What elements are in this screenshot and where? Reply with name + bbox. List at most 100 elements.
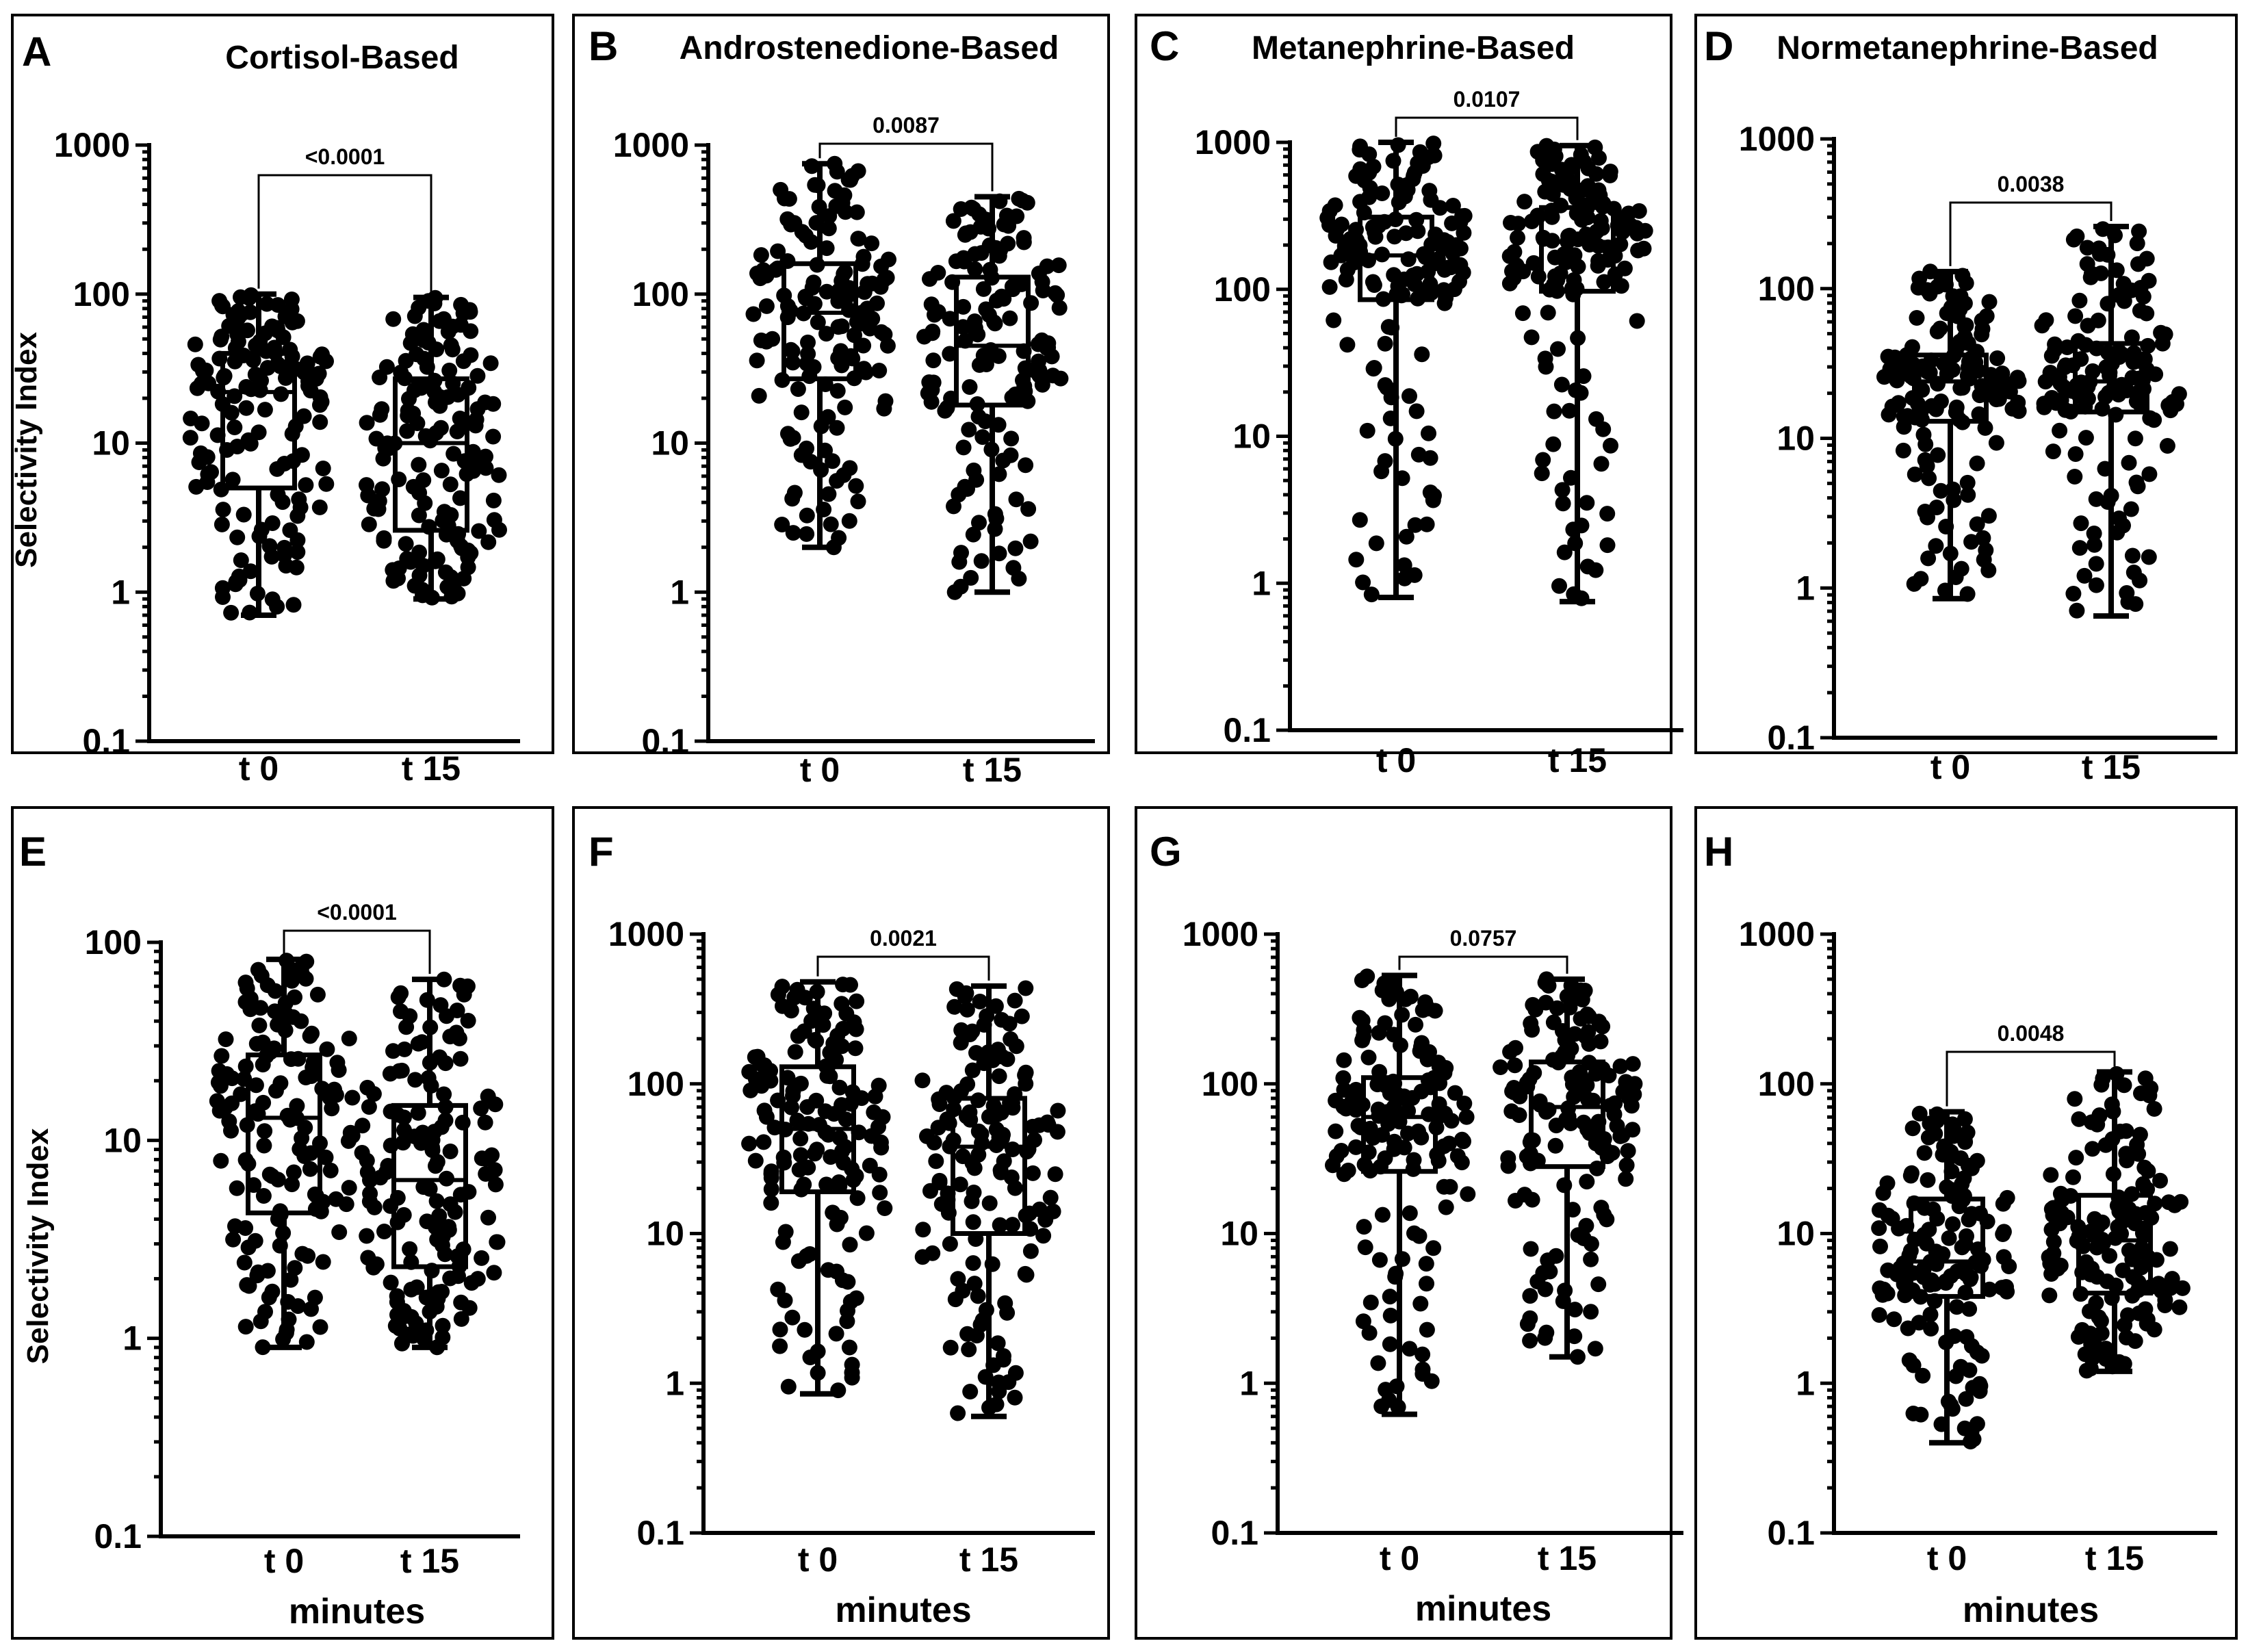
panel-title: Metanephrine-Based bbox=[1252, 30, 1575, 66]
data-point bbox=[2065, 1169, 2081, 1185]
data-point bbox=[850, 163, 866, 179]
data-point bbox=[749, 1048, 766, 1065]
y-tick-label: 100 bbox=[1758, 270, 1815, 308]
x-category-label: t 0 bbox=[1927, 1539, 1967, 1577]
data-point bbox=[1880, 1262, 1896, 1278]
data-point bbox=[1398, 528, 1414, 545]
box-0 bbox=[741, 977, 893, 1399]
data-point bbox=[1360, 1049, 1377, 1066]
data-point bbox=[763, 1163, 779, 1180]
data-point bbox=[1327, 197, 1343, 214]
data-point bbox=[1618, 1171, 1634, 1187]
data-point bbox=[2137, 1070, 2154, 1087]
data-point bbox=[1328, 1123, 1344, 1139]
data-point bbox=[1958, 1391, 1974, 1407]
data-point bbox=[1410, 446, 1427, 463]
data-point bbox=[294, 447, 310, 463]
data-point bbox=[2088, 577, 2104, 593]
data-point bbox=[453, 296, 469, 313]
data-point bbox=[1995, 1224, 2012, 1240]
data-point bbox=[1592, 1033, 1609, 1050]
data-point bbox=[410, 1105, 426, 1121]
data-point bbox=[1599, 537, 1616, 554]
data-point bbox=[1336, 1052, 1352, 1068]
data-point bbox=[1969, 455, 1985, 472]
data-point bbox=[955, 298, 972, 315]
data-point bbox=[978, 1302, 994, 1318]
data-points bbox=[745, 155, 896, 556]
data-point bbox=[1932, 320, 1948, 337]
data-point bbox=[1620, 1143, 1636, 1159]
data-point bbox=[1566, 1328, 1583, 1345]
data-point bbox=[442, 1196, 458, 1213]
data-point bbox=[1954, 268, 1971, 284]
data-point bbox=[1567, 535, 1584, 552]
data-point bbox=[1956, 1420, 1973, 1436]
data-point bbox=[930, 265, 946, 281]
data-point bbox=[227, 1218, 243, 1235]
panel-letter: E bbox=[19, 829, 47, 875]
data-point bbox=[1394, 1007, 1410, 1023]
data-point bbox=[961, 1104, 978, 1120]
data-point bbox=[942, 1236, 958, 1252]
data-point bbox=[2116, 1077, 2132, 1094]
data-point bbox=[2127, 430, 2143, 447]
data-point bbox=[236, 1254, 253, 1271]
data-point bbox=[1020, 501, 1037, 517]
data-point bbox=[485, 428, 502, 445]
data-point bbox=[1901, 1352, 1917, 1369]
data-point bbox=[1596, 274, 1612, 290]
data-point bbox=[817, 442, 833, 459]
data-point bbox=[966, 1276, 983, 1292]
panel-title: Androstenedione-Based bbox=[680, 30, 1059, 66]
data-point bbox=[1580, 1024, 1597, 1040]
data-point bbox=[253, 1000, 269, 1016]
data-point bbox=[1587, 139, 1603, 155]
data-point bbox=[1005, 560, 1022, 576]
data-point bbox=[2078, 430, 2094, 446]
data-point bbox=[2009, 370, 2026, 386]
data-point bbox=[1321, 279, 1338, 295]
x-axis-title: minutes bbox=[1415, 1589, 1551, 1629]
data-point bbox=[784, 1309, 801, 1326]
data-point bbox=[780, 1378, 797, 1395]
data-point bbox=[1500, 1150, 1516, 1166]
data-point bbox=[811, 198, 827, 215]
data-point bbox=[2043, 389, 2060, 406]
data-point bbox=[942, 346, 958, 362]
data-point bbox=[942, 311, 958, 327]
data-point bbox=[1537, 350, 1553, 367]
data-point bbox=[955, 1282, 971, 1299]
data-point bbox=[445, 446, 462, 462]
data-point bbox=[1946, 1328, 1963, 1344]
data-point bbox=[751, 387, 767, 404]
data-point bbox=[409, 1279, 425, 1295]
data-point bbox=[974, 429, 991, 446]
y-tick-label: 1 bbox=[1239, 1364, 1258, 1402]
data-point bbox=[1587, 1341, 1603, 1357]
data-point bbox=[2141, 272, 2157, 289]
p-value-label: 0.0107 bbox=[1454, 87, 1521, 112]
data-point bbox=[1024, 1165, 1041, 1181]
box-0 bbox=[1871, 1105, 2017, 1449]
data-point bbox=[287, 989, 302, 1005]
data-point bbox=[314, 346, 330, 363]
data-point bbox=[1382, 1336, 1398, 1352]
data-point bbox=[224, 472, 241, 488]
data-point bbox=[809, 1141, 825, 1158]
data-point bbox=[304, 1025, 320, 1042]
data-point bbox=[1007, 992, 1023, 1009]
y-tick-label: 0.1 bbox=[94, 1517, 142, 1556]
data-point bbox=[820, 1262, 836, 1278]
panel-letter: F bbox=[589, 829, 614, 875]
data-point bbox=[942, 1339, 959, 1356]
data-point bbox=[1384, 320, 1400, 336]
data-point bbox=[248, 1077, 264, 1094]
data-point bbox=[376, 1224, 392, 1239]
data-point bbox=[938, 1085, 955, 1101]
data-point bbox=[1441, 1135, 1458, 1152]
data-point bbox=[242, 563, 259, 580]
data-point bbox=[1618, 1074, 1634, 1090]
data-point bbox=[803, 158, 820, 175]
data-point bbox=[436, 971, 452, 988]
